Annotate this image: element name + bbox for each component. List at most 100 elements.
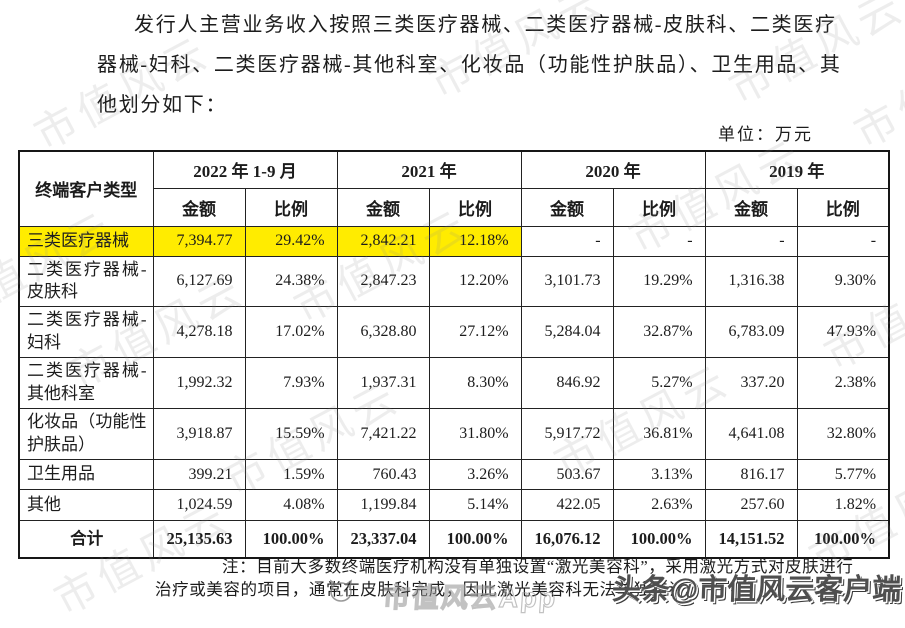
cell-value: 17.02% [244,306,338,359]
cell-value: 5.14% [428,489,522,521]
row-label: 二类医疗器械-皮肤科 [18,255,154,308]
cell-value: 16,076.12 [520,520,614,558]
cell-value: 2.38% [796,357,890,410]
row-label: 三类医疗器械 [18,225,154,257]
cell-value: 1.59% [244,459,338,490]
col-header-period-2022: 2022 年 1-9 月 [152,150,338,189]
cell-value: 100.00% [796,520,890,558]
cell-value: 816.17 [704,459,798,490]
cell-value: 503.67 [520,459,614,490]
cell-value: 36.81% [612,408,706,460]
cell-value: 27.12% [428,306,522,359]
table-row: 二类医疗器械-妇科 4,278.18 17.02% 6,328.80 27.12% 5,2… [18,306,890,359]
cell-value: 23,337.04 [336,520,430,558]
cell-value: 7,394.77 [152,225,246,257]
unit-label: 单位：万元 [718,125,813,144]
row-label: 卫生用品 [18,459,154,490]
cat-logo-icon [329,579,353,602]
cell-value: 29.42% [244,225,338,257]
table-row: 二类医疗器械-其他科室 1,992.32 7.93% 1,937.31 8.30% 846… [18,357,890,410]
row-label: 其他 [18,489,154,521]
cell-value: 7.93% [244,357,338,410]
col-header-amount: 金额 [336,187,430,227]
cell-value: 5.77% [796,459,890,490]
table-header-row-measures: 金额 比例 金额 比例 金额 比例 金额 比例 [19,187,890,227]
cell-value: 6,328.80 [336,306,430,359]
cell-value: - [796,225,890,257]
cell-value: 100.00% [612,520,706,558]
cell-value: 4.08% [244,489,338,521]
table-row: 化妆品（功能性护肤品） 3,918.87 15.59% 7,421.22 31.80% 5… [18,408,890,460]
col-header-period-2019: 2019 年 [704,150,890,189]
cell-value: 3,101.73 [520,255,614,308]
cell-value: 2.63% [612,489,706,521]
cell-value: 422.05 [520,489,614,521]
table-row: 二类医疗器械-皮肤科 6,127.69 24.38% 2,847.23 12.20% 3,… [18,255,890,308]
cell-value: 2,847.23 [336,255,430,308]
cell-value: 1,199.84 [336,489,430,521]
cell-value: 3.13% [612,459,706,490]
cell-value: 24.38% [244,255,338,308]
cell-value: - [704,225,798,257]
col-header-amount: 金额 [152,187,246,227]
intro-line-1: 发行人主营业务收入按照三类医疗器械、二类医疗器械-皮肤科、二类医疗 [134,14,837,36]
cell-value: 4,641.08 [704,408,798,460]
cell-value: 4,278.18 [152,306,246,359]
cell-value: 3.26% [428,459,522,490]
cell-value: 1,316.38 [704,255,798,308]
cell-value: 100.00% [428,520,522,558]
table-header-row-periods: 终端客户类型 2022 年 1-9 月 2021 年 2020 年 2019 年 [18,150,890,227]
cell-value: 19.29% [612,255,706,308]
table-row: 合计 25,135.63 100.00% 23,337.04 100.00% 16,076… [18,520,890,558]
watermark-app-text: 市值风云App [381,582,559,613]
col-header-ratio: 比例 [428,187,522,227]
cell-value: 32.80% [796,408,890,460]
table-row: 其他 1,024.59 4.08% 1,199.84 5.14% 422.05 2.63% 2… [18,489,890,521]
cell-value: 12.18% [428,225,522,257]
row-label: 合计 [18,520,154,558]
cell-value: 1.82% [796,489,890,521]
col-header-customer-type: 终端客户类型 [18,150,154,227]
cell-value: 47.93% [796,306,890,359]
cell-value: 6,127.69 [152,255,246,308]
cell-value: 6,783.09 [704,306,798,359]
col-header-amount: 金额 [704,187,798,227]
cell-value: 25,135.63 [152,520,246,558]
cell-value: 257.60 [704,489,798,521]
row-label: 二类医疗器械-其他科室 [18,357,154,410]
cell-value: 760.43 [336,459,430,490]
table-row: 卫生用品 399.21 1.59% 760.43 3.26% 503.67 3.13% 816… [18,459,890,490]
table-row: 三类医疗器械 7,394.77 29.42% 2,842.21 12.18% - - - - [18,225,890,257]
col-header-amount: 金额 [520,187,614,227]
col-header-ratio: 比例 [796,187,890,227]
revenue-breakdown-table: 终端客户类型 2022 年 1-9 月 2021 年 2020 年 2019 年… [18,150,891,559]
col-header-ratio: 比例 [244,187,338,227]
row-label: 二类医疗器械-妇科 [18,306,154,359]
col-header-period-2021: 2021 年 [336,150,522,189]
cell-value: 8.30% [428,357,522,410]
note-line-1: 注：目前大多数终端医疗机构没有单独设置“激光美容科”，采用激光方式对皮肤进行 [222,557,854,576]
cell-value: 2,842.21 [336,225,430,257]
col-header-ratio: 比例 [612,187,706,227]
col-header-period-2020: 2020 年 [520,150,706,189]
cell-value: 399.21 [152,459,246,490]
cell-value: 31.80% [428,408,522,460]
intro-line-3: 他划分如下： [97,94,228,116]
cell-value: 5,284.04 [520,306,614,359]
cell-value: 3,918.87 [152,408,246,460]
cell-value: 846.92 [520,357,614,410]
cell-value: 1,937.31 [336,357,430,410]
cell-value: 1,992.32 [152,357,246,410]
cell-value: 337.20 [704,357,798,410]
cell-value: 12.20% [428,255,522,308]
cell-value: 7,421.22 [336,408,430,460]
intro-line-2: 器械-妇科、二类医疗器械-其他科室、化妆品（功能性护肤品）、卫生用品、其 [97,54,842,76]
toutiao-brand-label: 头条@市值风云客户端 [611,574,902,606]
cell-value: 5.27% [612,357,706,410]
cell-value: - [612,225,706,257]
cell-value: 15.59% [244,408,338,460]
cell-value: 1,024.59 [152,489,246,521]
cell-value: 9.30% [796,255,890,308]
cell-value: - [520,225,614,257]
intro-paragraph: 发行人主营业务收入按照三类医疗器械、二类医疗器械-皮肤科、二类医疗 器械-妇科、… [97,5,882,125]
